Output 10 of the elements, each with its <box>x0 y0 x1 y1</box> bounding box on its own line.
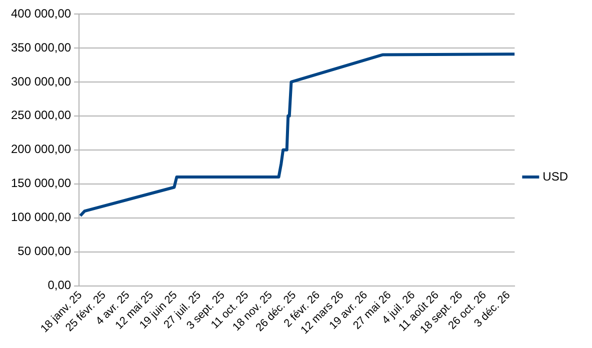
y-tick-label: 350 000,00 <box>10 40 72 54</box>
y-tick-label: 150 000,00 <box>10 176 72 190</box>
y-tick-label: 100 000,00 <box>10 210 72 224</box>
legend-label: USD <box>542 169 568 184</box>
y-tick-label: 200 000,00 <box>10 142 72 156</box>
y-tick-label: 300 000,00 <box>10 74 72 88</box>
y-tick-label: 50 000,00 <box>18 244 72 258</box>
y-tick-label: 0,00 <box>48 278 72 292</box>
y-tick-label: 400 000,00 <box>10 6 72 20</box>
y-tick-label: 250 000,00 <box>10 108 72 122</box>
